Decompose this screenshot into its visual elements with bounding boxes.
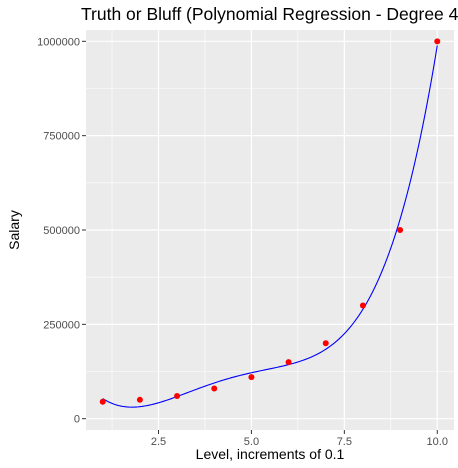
data-point [434,38,441,45]
y-tick-label: 1000000 [37,36,80,48]
x-tick-label: 2.5 [151,436,166,448]
data-point [322,340,329,347]
y-tick-label: 250000 [43,319,80,331]
chart-title: Truth or Bluff (Polynomial Regression - … [81,4,458,24]
data-point [248,374,255,381]
data-point [99,398,106,405]
y-tick-label: 0 [74,414,80,426]
x-tick-label: 10.0 [427,436,448,448]
x-axis-title: Level, increments of 0.1 [195,446,345,462]
data-point [174,393,181,400]
y-axis-title: Salary [6,210,22,250]
x-tick-label: 5.0 [244,436,259,448]
data-point [136,396,143,403]
y-tick-label: 750000 [43,131,80,143]
data-point [211,385,218,392]
data-point [359,302,366,309]
data-point [397,227,404,233]
data-point [285,359,292,366]
y-tick-label: 500000 [43,225,80,237]
regression-curve [102,45,438,408]
x-tick-label: 7.5 [337,436,352,448]
